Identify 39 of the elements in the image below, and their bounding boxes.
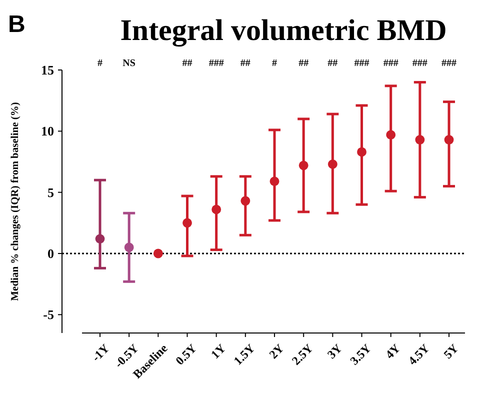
x-tick-label: 1Y (208, 340, 229, 362)
x-tick-label: -1Y (88, 340, 112, 364)
chart-title: Integral volumetric BMD (120, 14, 447, 47)
text: NS (122, 58, 136, 69)
point (386, 130, 396, 140)
text: # (98, 58, 102, 69)
text: ## (298, 58, 309, 69)
point (357, 147, 366, 157)
x-tick-label: 4Y (382, 340, 404, 362)
point (328, 159, 338, 169)
point (298, 160, 308, 170)
text: ## (182, 58, 192, 69)
y-axis-title: Median % changes (IQR) from baseline (%) (10, 102, 21, 301)
text: # (272, 58, 277, 69)
y-tick-label: -5 (43, 307, 54, 322)
point (415, 135, 425, 144)
y-tick-label: 0 (48, 246, 54, 262)
text: ## (328, 58, 338, 69)
x-tick-label: 3Y (324, 340, 345, 362)
y-tick-label: 15 (41, 62, 54, 78)
point (240, 196, 250, 206)
x-tick-label: 5Y (440, 340, 462, 362)
text: ### (412, 58, 428, 69)
text: ### (208, 58, 224, 69)
text: ### (383, 58, 398, 69)
y-tick-label: 10 (41, 124, 54, 139)
point (182, 218, 192, 228)
x-tick-label: 2Y (266, 340, 287, 362)
point (444, 135, 454, 144)
point (124, 242, 134, 252)
point (153, 248, 163, 258)
text: ### (354, 58, 370, 69)
point (270, 176, 280, 186)
y-tick-label: 5 (48, 184, 54, 200)
point (95, 234, 105, 244)
text: ### (442, 58, 456, 69)
point (212, 204, 222, 214)
text: ## (240, 58, 250, 69)
text: B (8, 11, 26, 38)
